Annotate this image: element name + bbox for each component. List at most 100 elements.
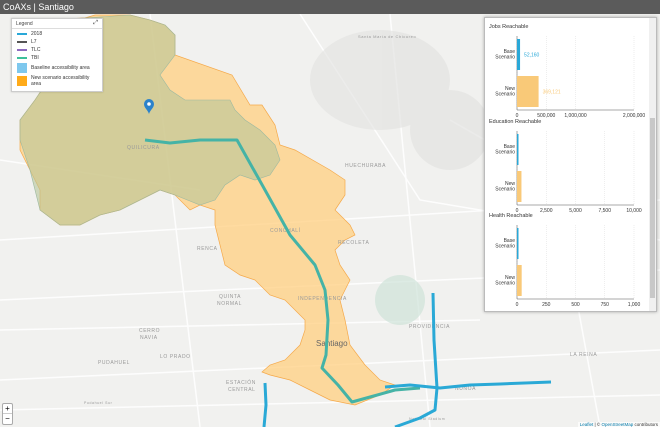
map-label: Santa María de Chicureo — [358, 34, 416, 39]
chart-jobs: Jobs Reachable 0 500,000 1,000,000 2,000,000… — [489, 24, 649, 125]
bar-new-scenario — [517, 171, 522, 202]
legend-label: New scenario accessibility area — [31, 75, 90, 87]
bar-base-scenario — [517, 134, 519, 165]
zoom-control: + − — [2, 403, 13, 425]
tick-label: 0 — [516, 302, 519, 308]
map-label: ÑUÑOA — [455, 385, 476, 392]
tick-label: 500,000 — [537, 113, 555, 119]
map-label: INDEPENDENCIA — [298, 296, 347, 302]
legend-item: New scenario accessibility area — [17, 75, 97, 87]
map-label: RECOLETA — [338, 240, 369, 246]
chart-title: Jobs Reachable — [489, 24, 529, 30]
map-label-santiago: Santiago — [316, 339, 348, 348]
bar-new-scenario — [517, 76, 539, 107]
map-label: PUDAHUEL — [98, 360, 130, 366]
tick-label: 250 — [542, 302, 551, 308]
tick-label: 500 — [571, 302, 580, 308]
tick-label: 7,500 — [598, 208, 611, 214]
category-label: Base — [504, 144, 516, 150]
line-swatch-icon — [17, 33, 27, 35]
area-swatch-icon — [17, 63, 27, 73]
tick-label: 1,000 — [628, 302, 641, 308]
category-label: Base — [504, 49, 516, 55]
tick-label: 2,000,000 — [623, 113, 645, 119]
category-label: Scenario — [495, 91, 515, 97]
legend-item: TLC — [17, 47, 97, 53]
map-label: CERRO — [139, 328, 160, 334]
map-label: HUECHURABA — [345, 163, 386, 169]
category-label: Scenario — [495, 280, 515, 286]
map-label: ESTACIÓN — [226, 379, 256, 386]
attribution-sep: | © — [593, 422, 602, 427]
chart-education: Education Reachable 0 2,500 5,000 7,500 10,00… — [489, 119, 649, 220]
map-label: CONCHALÍ — [270, 227, 301, 234]
route-2018[interactable] — [262, 292, 552, 427]
category-label: Base — [504, 238, 516, 244]
leaflet-link[interactable]: Leaflet — [579, 422, 594, 427]
legend-header: Legend ⤢ — [12, 19, 102, 29]
legend-item: Baseline accessibility area — [17, 63, 97, 73]
tick-label: 5,000 — [569, 208, 582, 214]
bar-new-scenario — [517, 265, 522, 296]
category-label: New — [505, 275, 515, 281]
map-label: LO PRADO — [160, 354, 191, 360]
category-label: Scenario — [495, 149, 515, 155]
tick-label: 0 — [516, 208, 519, 214]
map-label: Pudahuel Sur — [84, 401, 113, 405]
legend-label: TLC — [31, 47, 41, 53]
tick-label: 1,000,000 — [564, 113, 586, 119]
expand-icon[interactable]: ⤢ — [93, 20, 98, 26]
origin-marker-icon[interactable] — [144, 99, 154, 114]
osm-link[interactable]: OpenStreetMap — [601, 422, 634, 427]
attribution-suffix: contributors — [633, 422, 658, 427]
bar-base-scenario — [517, 228, 519, 259]
category-label: Scenario — [495, 186, 515, 192]
app-title-bar: CoAXs | Santiago — [0, 0, 660, 14]
map-label: National Stadium — [409, 417, 445, 421]
legend-title: Legend — [16, 21, 33, 27]
accessibility-charts-panel: Jobs Reachable 0 500,000 1,000,000 2,000,000… — [484, 17, 657, 312]
legend-label: TBI — [31, 55, 39, 61]
category-label: New — [505, 86, 515, 92]
legend-panel: Legend ⤢ 2018 L7 TLC TBI Baseline accessibili… — [11, 18, 103, 92]
line-swatch-icon — [17, 57, 27, 59]
map-label: CENTRAL — [228, 387, 256, 393]
map-label: PROVIDENCIA — [409, 324, 450, 330]
scrollbar-thumb[interactable] — [650, 118, 655, 298]
category-label: Scenario — [495, 54, 515, 60]
hills — [310, 30, 490, 325]
map-label: QUINTA — [219, 294, 241, 300]
tick-label: 10,000 — [626, 208, 642, 214]
legend-label: 2018 — [31, 31, 43, 37]
route-tbi[interactable] — [144, 138, 421, 404]
legend-item: 2018 — [17, 31, 97, 37]
map-labels: Santa María de Chicureo QUILICURA HUECHU… — [84, 34, 597, 421]
data-label: 369,121 — [543, 90, 561, 96]
tick-label: 0 — [516, 113, 519, 119]
zoom-in-button[interactable]: + — [3, 404, 12, 414]
attribution: Leaflet | © OpenStreetMap contributors — [577, 422, 660, 427]
legend-item: TBI — [17, 55, 97, 61]
category-label: New — [505, 181, 515, 187]
legend-label: Baseline accessibility area — [31, 65, 90, 71]
map-label: LA REINA — [570, 352, 597, 358]
app-title: CoAXs | Santiago — [3, 2, 74, 12]
chart-health: Health Reachable 0 250 500 750 1,000 Base Scena… — [489, 213, 649, 311]
data-label: 52,160 — [524, 53, 540, 59]
line-swatch-icon — [17, 41, 27, 43]
line-swatch-icon — [17, 49, 27, 51]
map-label: NAVIA — [140, 335, 158, 341]
map-label: QUILICURA — [127, 145, 160, 151]
category-label: Scenario — [495, 243, 515, 249]
map-label: RENCA — [197, 246, 218, 252]
legend-label: L7 — [31, 39, 37, 45]
chart-title: Education Reachable — [489, 119, 542, 125]
tick-label: 2,500 — [540, 208, 553, 214]
panel-scrollbar[interactable] — [649, 18, 656, 311]
bar-base-scenario — [517, 39, 521, 70]
legend-item: L7 — [17, 39, 97, 45]
tick-label: 750 — [601, 302, 610, 308]
map-label: NORMAL — [217, 301, 242, 307]
chart-title: Health Reachable — [489, 213, 533, 219]
zoom-out-button[interactable]: − — [5, 414, 10, 423]
